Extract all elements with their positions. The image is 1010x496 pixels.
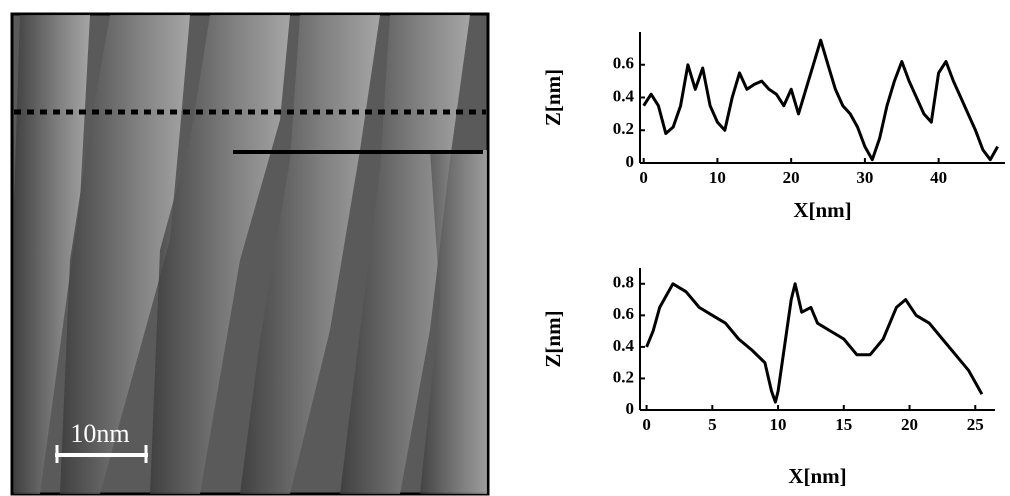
x-tick-label: 5 — [708, 415, 717, 434]
x-axis-label: X[nm] — [793, 198, 851, 222]
y-tick-label: 0.4 — [613, 86, 635, 105]
profile-line — [645, 282, 984, 404]
y-tick-label: 0.4 — [613, 336, 635, 355]
y-tick-label: 0.2 — [613, 119, 634, 138]
x-tick-label: 40 — [930, 168, 947, 187]
y-tick-label: 0 — [626, 399, 635, 418]
scale-label: 10nm — [70, 419, 129, 448]
y-tick-label: 0.2 — [613, 367, 634, 386]
x-tick-label: 10 — [709, 168, 726, 187]
x-tick-label: 30 — [856, 168, 873, 187]
y-tick-label: 0.6 — [613, 54, 634, 73]
x-tick-label: 20 — [783, 168, 800, 187]
x-tick-label: 20 — [901, 415, 918, 434]
x-tick-label: 15 — [835, 415, 852, 434]
x-tick-label: 10 — [770, 415, 787, 434]
x-axis-label: X[nm] — [788, 464, 846, 488]
profile-line — [642, 38, 999, 162]
x-tick-label: 0 — [639, 168, 648, 187]
y-axis-label: Z[nm] — [541, 310, 565, 367]
y-tick-label: 0.6 — [613, 304, 634, 323]
y-axis-label: Z[nm] — [541, 69, 565, 126]
stm-image: 10nm — [10, 12, 490, 496]
y-tick-label: 0 — [626, 152, 635, 171]
x-tick-label: 0 — [642, 415, 651, 434]
y-tick-label: 0.8 — [613, 273, 634, 292]
x-tick-label: 25 — [967, 415, 984, 434]
